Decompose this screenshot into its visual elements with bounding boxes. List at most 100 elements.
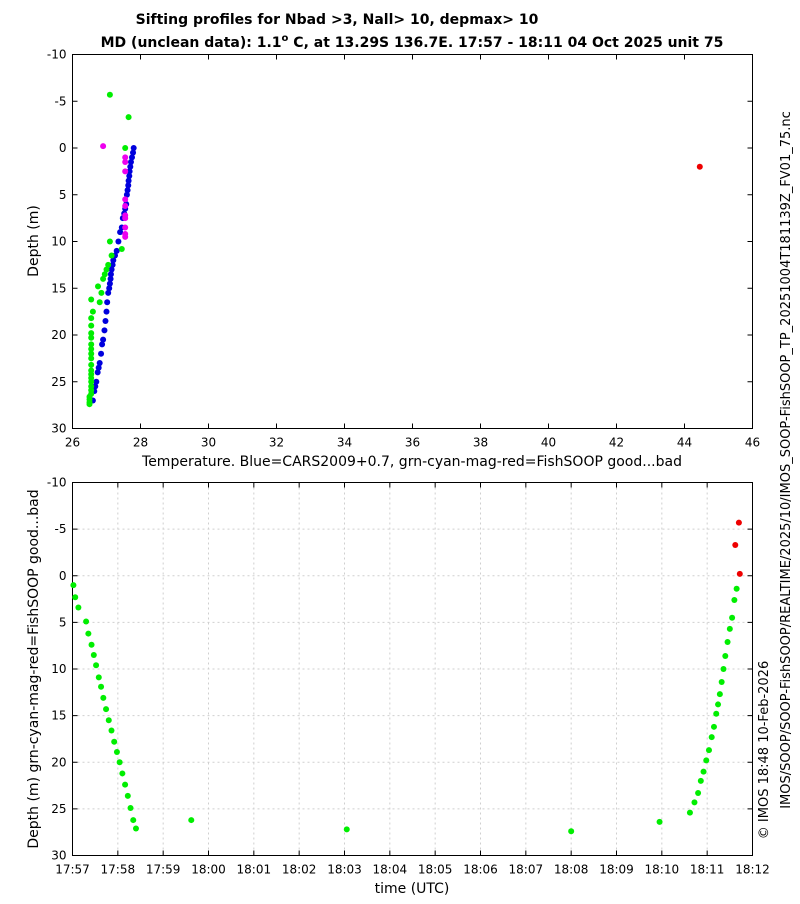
data-point-green	[686, 809, 693, 816]
data-point-magenta	[122, 168, 129, 175]
x-tick-label: 38	[473, 436, 488, 450]
chart-title-line2: MD (unclean data): 1.1o C, at 13.29S 136…	[101, 33, 724, 51]
data-point-blue	[95, 364, 102, 371]
plot2-ticks: 17:57 17:58 17:59 18:00 18:01 18:02 18:03 18:04…	[47, 476, 770, 877]
data-point-blue	[130, 145, 137, 151]
data-point-green	[691, 799, 698, 806]
x-tick-label: 46	[745, 436, 760, 450]
x-tick-label: 18:12	[735, 863, 770, 877]
data-point-magenta	[122, 196, 129, 203]
data-point-green	[122, 145, 129, 151]
y-tick-label: 20	[51, 755, 66, 769]
data-point-green	[130, 817, 137, 824]
x-tick-label: 18:05	[418, 863, 453, 877]
x-tick-label: 28	[133, 436, 148, 450]
data-point-green	[122, 781, 129, 788]
data-point-green	[88, 322, 95, 329]
y-tick-label: -10	[47, 48, 67, 62]
x-tick-label: 26	[65, 436, 80, 450]
data-point-green	[708, 734, 715, 741]
plot2-points	[70, 519, 743, 835]
data-point-blue	[113, 247, 120, 254]
data-point-blue	[124, 187, 131, 194]
data-point-green	[713, 710, 720, 717]
data-point-blue	[107, 271, 114, 278]
y-tick-label: 15	[51, 709, 66, 723]
data-point-green	[106, 91, 113, 98]
data-point-green	[119, 770, 126, 777]
data-point-green	[100, 275, 107, 282]
data-point-green	[105, 261, 112, 268]
x-tick-label: 34	[337, 436, 352, 450]
data-point-green	[726, 625, 733, 632]
data-point-magenta	[122, 159, 129, 166]
y-tick-label: -5	[55, 522, 67, 536]
data-point-green	[88, 350, 95, 357]
data-point-green	[695, 790, 702, 797]
data-point-green	[113, 748, 120, 755]
plot2-grid	[72, 482, 753, 856]
data-point-red	[732, 541, 739, 548]
data-point-green	[718, 679, 725, 686]
title-line2-suffix: C, at 13.29S 136.7E. 17:57 - 18:11 04 Oc…	[288, 35, 723, 51]
data-point-green	[88, 378, 95, 385]
chart-title-line1: Sifting profiles for Nbad >3, Nall> 10, …	[136, 12, 539, 28]
x-tick-label: 32	[269, 436, 284, 450]
data-point-green	[716, 691, 723, 698]
data-point-green	[75, 604, 82, 611]
data-point-blue	[127, 159, 134, 166]
data-point-green	[720, 666, 727, 672]
title-degree-sign: o	[282, 33, 289, 44]
data-point-red	[735, 519, 742, 526]
file-path-label: IMOS/SOOP/SOOP-FishSOOP/REALTIME/2025/10…	[779, 111, 794, 809]
data-point-blue	[108, 266, 115, 273]
data-point-red	[696, 163, 703, 170]
data-point-green	[656, 818, 663, 825]
data-point-green	[95, 674, 102, 681]
data-point-green	[96, 299, 103, 306]
data-point-blue	[129, 154, 135, 161]
data-point-green	[88, 641, 95, 648]
data-point-blue	[127, 163, 134, 170]
data-point-blue	[125, 177, 132, 184]
y-tick-label: 10	[51, 235, 66, 249]
data-point-green	[108, 252, 115, 259]
x-tick-label: 18:04	[373, 863, 408, 877]
y-tick-label: 0	[59, 141, 67, 155]
data-point-blue	[126, 173, 133, 180]
data-point-blue	[109, 261, 116, 268]
data-point-green	[703, 757, 710, 764]
data-point-green	[731, 596, 738, 603]
data-point-green	[88, 346, 95, 353]
data-point-green	[106, 238, 113, 245]
data-point-green	[733, 585, 740, 592]
x-tick-label: 44	[677, 436, 692, 450]
data-point-blue	[115, 238, 122, 245]
data-point-green	[88, 296, 95, 303]
data-point-magenta	[122, 154, 129, 161]
data-point-green	[111, 738, 118, 745]
data-point-green	[108, 727, 115, 734]
data-point-green	[710, 723, 717, 730]
data-point-blue	[107, 275, 114, 282]
data-point-green	[85, 630, 92, 637]
data-point-blue	[130, 149, 137, 156]
temperature-depth-plot: 26 28 30 32 34 36 38 40 42 44 46 -10 -5 0 5 10 15 20 25 30	[47, 48, 760, 450]
x-tick-label: 18:11	[690, 863, 725, 877]
y-tick-label: 10	[51, 662, 66, 676]
data-point-green	[132, 825, 139, 832]
data-point-green	[88, 355, 95, 362]
data-point-magenta	[122, 202, 129, 209]
data-point-green	[101, 271, 108, 278]
x-tick-label: 18:09	[599, 863, 634, 877]
data-point-green	[103, 706, 110, 713]
y-tick-label: 20	[51, 328, 66, 342]
data-point-blue	[100, 336, 107, 343]
data-point-blue	[104, 299, 111, 306]
data-point-green	[88, 361, 95, 368]
data-point-green	[697, 777, 704, 784]
data-point-green	[70, 582, 77, 589]
data-point-green	[88, 334, 95, 341]
y-tick-label: 5	[59, 188, 67, 202]
x-tick-label: 18:01	[237, 863, 272, 877]
